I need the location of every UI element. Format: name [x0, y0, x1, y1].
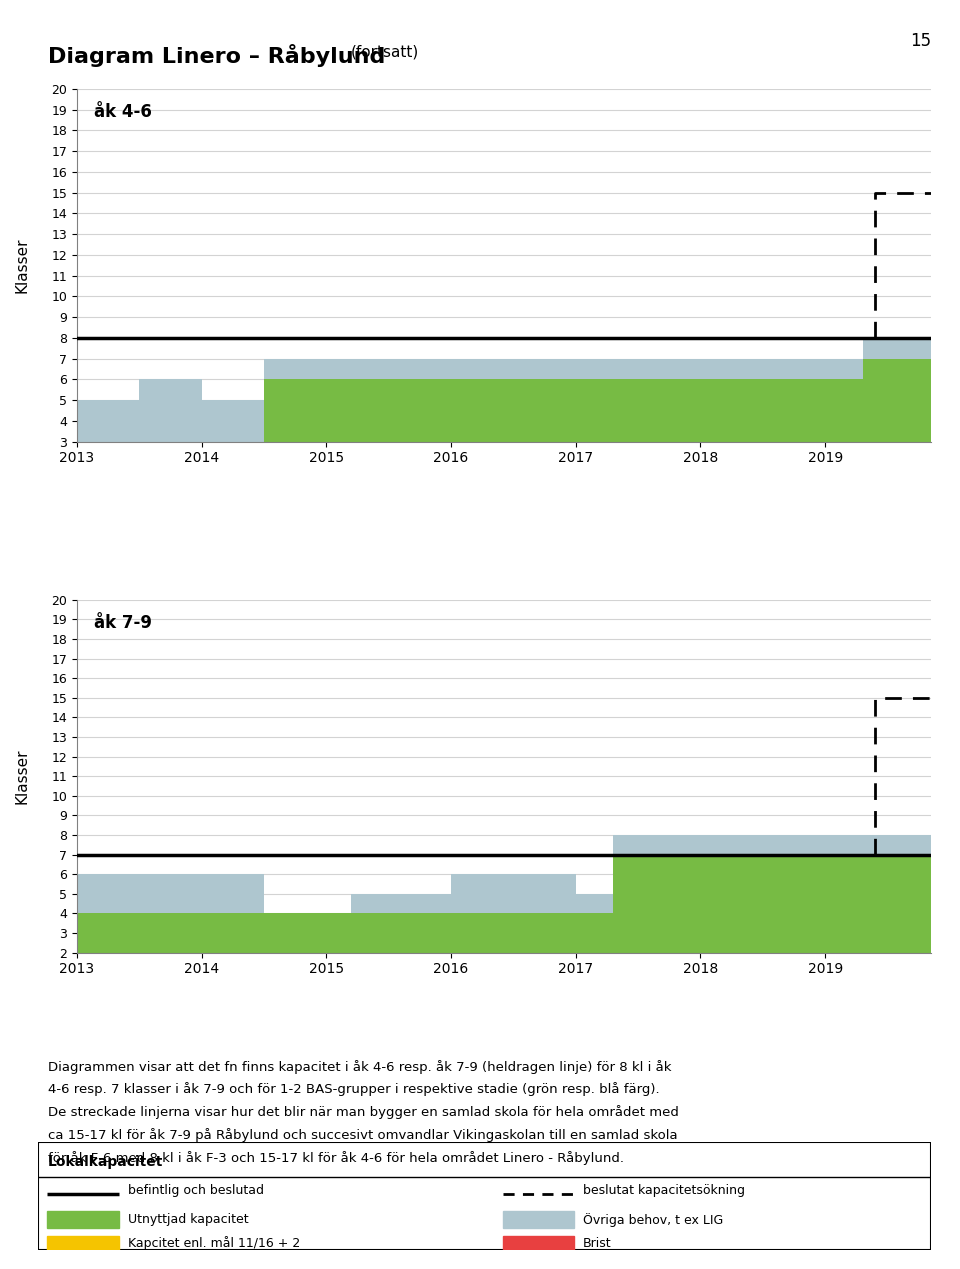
Text: ca 15-17 kl för åk 7-9 på Råbylund och succesivt omvandlar Vikingaskolan till en: ca 15-17 kl för åk 7-9 på Råbylund och s… [48, 1128, 678, 1142]
Bar [47, 1236, 119, 1250]
Text: befintlig och beslutad: befintlig och beslutad [128, 1184, 264, 1197]
Text: 15: 15 [910, 32, 931, 49]
Text: De streckade linjerna visar hur det blir när man bygger en samlad skola för hela: De streckade linjerna visar hur det blir… [48, 1105, 679, 1119]
Text: Brist: Brist [583, 1237, 612, 1250]
Bar [47, 1211, 119, 1228]
Bar [503, 1236, 574, 1250]
Y-axis label: Klasser: Klasser [14, 749, 30, 805]
Bar [503, 1211, 574, 1228]
Text: Kapcitet enl. mål 11/16 + 2: Kapcitet enl. mål 11/16 + 2 [128, 1236, 300, 1250]
Text: åk 7-9: åk 7-9 [94, 614, 152, 632]
Text: Övriga behov, t ex LIG: Övriga behov, t ex LIG [583, 1213, 723, 1227]
Text: Lokalkapacitet: Lokalkapacitet [47, 1155, 162, 1169]
Text: beslutat kapacitetsökning: beslutat kapacitetsökning [583, 1184, 745, 1197]
Text: Diagram Linero – Råbylund: Diagram Linero – Råbylund [48, 44, 385, 67]
Y-axis label: Klasser: Klasser [14, 237, 30, 293]
Text: för åk F-6 med 8 kl i åk F-3 och 15-17 kl för åk 4-6 för hela området Linero - R: för åk F-6 med 8 kl i åk F-3 och 15-17 k… [48, 1151, 624, 1165]
Text: Utnyttjad kapacitet: Utnyttjad kapacitet [128, 1213, 249, 1226]
Text: 4-6 resp. 7 klasser i åk 7-9 och för 1-2 BAS-grupper i respektive stadie (grön r: 4-6 resp. 7 klasser i åk 7-9 och för 1-2… [48, 1082, 660, 1096]
Text: (fortsatt): (fortsatt) [350, 44, 419, 60]
Text: åk 4-6: åk 4-6 [94, 103, 152, 121]
Text: Diagrammen visar att det fn finns kapacitet i åk 4-6 resp. åk 7-9 (heldragen lin: Diagrammen visar att det fn finns kapaci… [48, 1060, 671, 1074]
